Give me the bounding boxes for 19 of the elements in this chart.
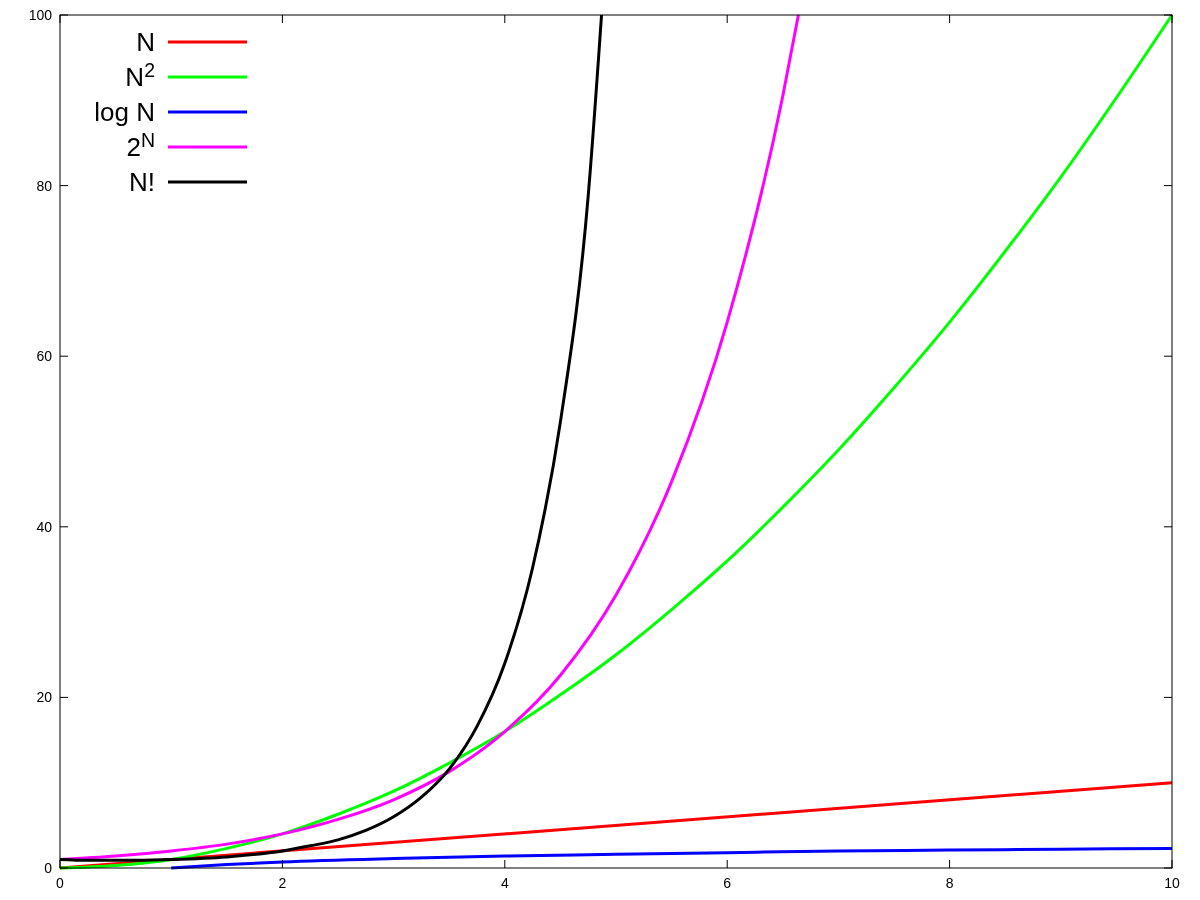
x-tick-label: 8 bbox=[945, 875, 954, 891]
line-series bbox=[58, 13, 1174, 870]
legend-label: N$^{2}$ bbox=[125, 59, 155, 92]
x-tick-label: 10 bbox=[1164, 875, 1180, 891]
line-series bbox=[169, 846, 1174, 870]
x-tick-label: 2 bbox=[278, 875, 287, 891]
legend-label: log N bbox=[94, 97, 155, 127]
y-tick-label: 40 bbox=[36, 518, 53, 535]
x-tick-label: 4 bbox=[500, 875, 509, 891]
y-tick-label: 80 bbox=[36, 177, 53, 194]
x-tick-label: 0 bbox=[56, 875, 65, 891]
y-tick-label: 60 bbox=[36, 348, 53, 365]
y-tick-label: 0 bbox=[44, 860, 53, 876]
legend-label: N! bbox=[129, 167, 155, 197]
legend-label: N bbox=[136, 27, 155, 57]
x-tick-label: 6 bbox=[723, 875, 732, 891]
y-tick-label: 20 bbox=[36, 689, 53, 706]
legend-label: 2$^{N}$ bbox=[126, 129, 155, 162]
y-tick-label: 100 bbox=[28, 7, 53, 23]
